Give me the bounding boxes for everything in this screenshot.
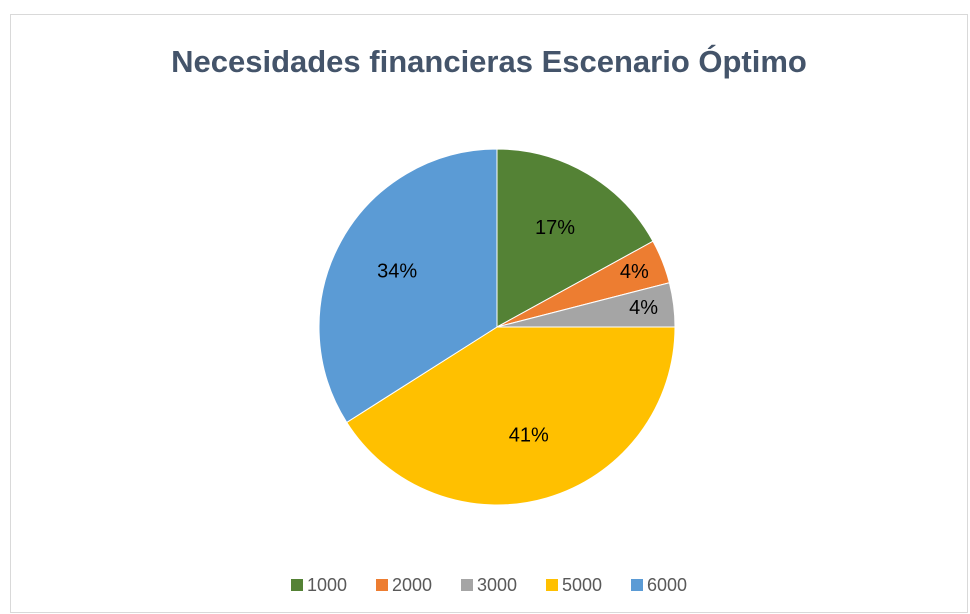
legend-swatch	[376, 579, 388, 591]
pie-slice	[496, 148, 654, 328]
legend-label: 1000	[307, 575, 347, 595]
legend-label: 6000	[647, 575, 687, 595]
legend-label: 2000	[392, 575, 432, 595]
legend-swatch	[631, 579, 643, 591]
legend-swatch	[546, 579, 558, 591]
data-label: 41%	[509, 425, 549, 447]
legend-swatch	[461, 579, 473, 591]
pie-slice	[346, 326, 676, 506]
data-label: 4%	[629, 297, 658, 319]
legend-label: 5000	[562, 575, 602, 595]
data-label: 4%	[620, 261, 649, 283]
chart-title: Necesidades financieras Escenario Óptimo	[171, 43, 807, 79]
legend-swatch	[291, 579, 303, 591]
pie-slice	[318, 148, 498, 424]
legend-label: 3000	[477, 575, 517, 595]
data-label: 34%	[377, 260, 417, 282]
data-label: 17%	[535, 217, 575, 239]
